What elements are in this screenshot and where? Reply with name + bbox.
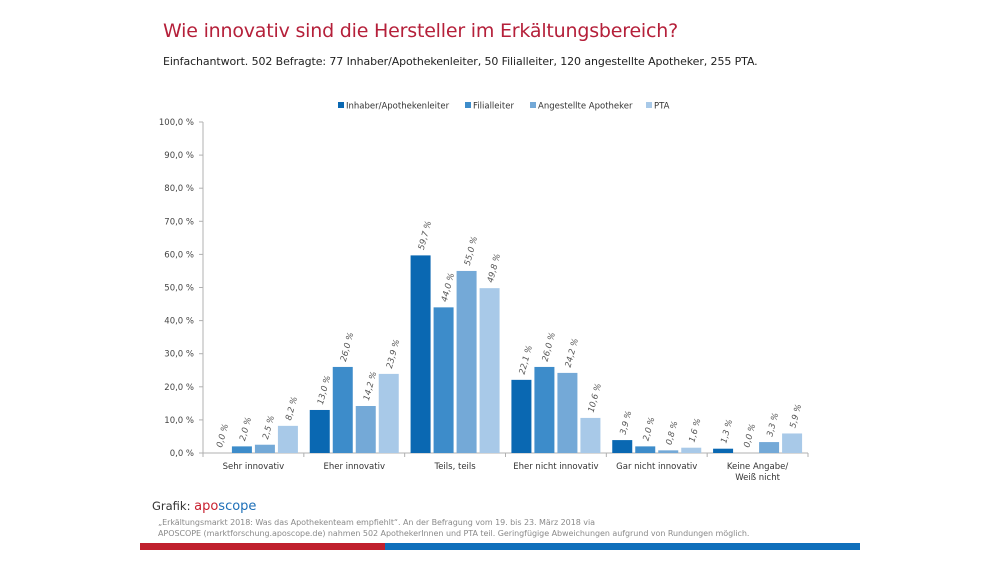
data-label: 24,2 % [564, 337, 581, 368]
data-label: 0,8 % [664, 420, 680, 446]
bar [277, 425, 298, 453]
y-tick-label: 90,0 % [164, 151, 194, 161]
data-label: 2,0 % [238, 416, 254, 442]
bar [456, 270, 477, 453]
source-line-2: APOSCOPE (marktforschung.aposcope.de) na… [158, 529, 750, 538]
bar [759, 442, 780, 453]
bar [410, 255, 431, 453]
y-tick-label: 20,0 % [164, 383, 194, 393]
bar [511, 379, 532, 453]
y-tick-label: 100,0 % [159, 118, 194, 128]
data-label: 14,2 % [362, 370, 379, 401]
data-label: 0,0 % [742, 423, 758, 449]
source-note: „Erkältungsmarkt 2018: Was das Apotheken… [158, 517, 749, 539]
y-tick-label: 60,0 % [164, 250, 194, 260]
y-tick-label: 40,0 % [164, 317, 194, 327]
bar [534, 366, 555, 453]
data-label: 3,9 % [618, 410, 634, 436]
legend-label: Filialleiter [473, 102, 514, 112]
x-category-label: Gar nicht innovativ [616, 462, 697, 472]
x-category-label: Eher innovativ [324, 462, 385, 472]
x-category-label: Keine Angabe/ [727, 462, 788, 472]
graphic-credit: Grafik: aposcope [152, 499, 256, 514]
x-category-label: Teils, teils [433, 462, 476, 472]
bar [658, 450, 679, 453]
legend-swatch [646, 102, 652, 108]
x-category-label: Sehr innovativ [223, 462, 285, 472]
bar [681, 447, 702, 453]
data-label: 10,6 % [587, 382, 604, 413]
x-category-label: Weiß nicht [735, 473, 780, 483]
bar [254, 444, 275, 453]
data-label: 1,3 % [719, 418, 735, 444]
y-tick-label: 30,0 % [164, 350, 194, 360]
footer-stripe-red [140, 543, 385, 550]
bar [332, 366, 353, 453]
legend: Inhaber/Apothekenleiter Filialleiter Anges… [338, 102, 670, 112]
bar [612, 440, 633, 453]
bar [580, 417, 601, 453]
bar [433, 307, 454, 453]
y-tick-label: 10,0 % [164, 416, 194, 426]
data-label: 26,0 % [541, 331, 558, 362]
legend-label: PTA [654, 102, 670, 112]
y-tick-label: 80,0 % [164, 184, 194, 194]
data-label: 23,9 % [385, 338, 402, 369]
chart-subtitle: Einfachantwort. 502 Befragte: 77 Inhaber… [163, 55, 758, 68]
legend-swatch [530, 102, 536, 108]
data-label: 26,0 % [339, 331, 356, 362]
brand-logo-scope: scope [218, 499, 257, 514]
data-label: 2,0 % [641, 416, 657, 442]
data-label: 2,5 % [261, 414, 277, 440]
bar [713, 448, 734, 453]
y-axis: 0,0 % 10,0 % 20,0 % 30,0 % 40,0 % 50,0 % 60,0 … [159, 118, 204, 459]
data-label: 3,3 % [765, 412, 781, 438]
data-label: 5,9 % [788, 403, 804, 429]
y-tick-label: 70,0 % [164, 217, 194, 227]
data-label: 13,0 % [316, 374, 333, 405]
bars [231, 255, 803, 453]
legend-label: Inhaber/Apothekenleiter [346, 102, 450, 112]
bar [355, 405, 376, 453]
source-line-1: „Erkältungsmarkt 2018: Was das Apotheken… [158, 518, 595, 527]
bar [635, 446, 656, 453]
y-tick-label: 50,0 % [164, 284, 194, 294]
legend-swatch [338, 102, 344, 108]
data-label: 59,7 % [417, 220, 434, 251]
footer-stripe-blue [385, 543, 860, 550]
data-label: 49,8 % [486, 253, 503, 284]
y-tick-label: 0,0 % [170, 449, 194, 459]
bar [309, 409, 330, 453]
data-label: 8,2 % [284, 396, 300, 422]
bar [231, 446, 252, 453]
data-label: 22,1 % [518, 344, 535, 375]
bar [479, 288, 500, 453]
legend-label: Angestellte Apotheker [538, 102, 633, 112]
x-category-label: Eher nicht innovativ [513, 462, 598, 472]
data-label: 1,6 % [687, 417, 703, 443]
data-label: 44,0 % [440, 272, 457, 303]
legend-swatch [465, 102, 471, 108]
data-labels: 0,0 % 2,0 % 2,5 % 8,2 % 13,0 % 26,0 % 14,2 % 23… [215, 220, 804, 449]
chart-title: Wie innovativ sind die Hersteller im Erk… [163, 20, 678, 42]
brand-logo-apo: apo [194, 499, 219, 514]
bar [782, 433, 803, 453]
credit-label: Grafik: [152, 499, 191, 513]
data-label: 55,0 % [463, 235, 480, 266]
data-label: 0,0 % [215, 423, 231, 449]
bar [557, 372, 578, 453]
x-axis: Sehr innovativ Eher innovativ Teils, teils… [202, 452, 809, 483]
bar [378, 373, 399, 453]
